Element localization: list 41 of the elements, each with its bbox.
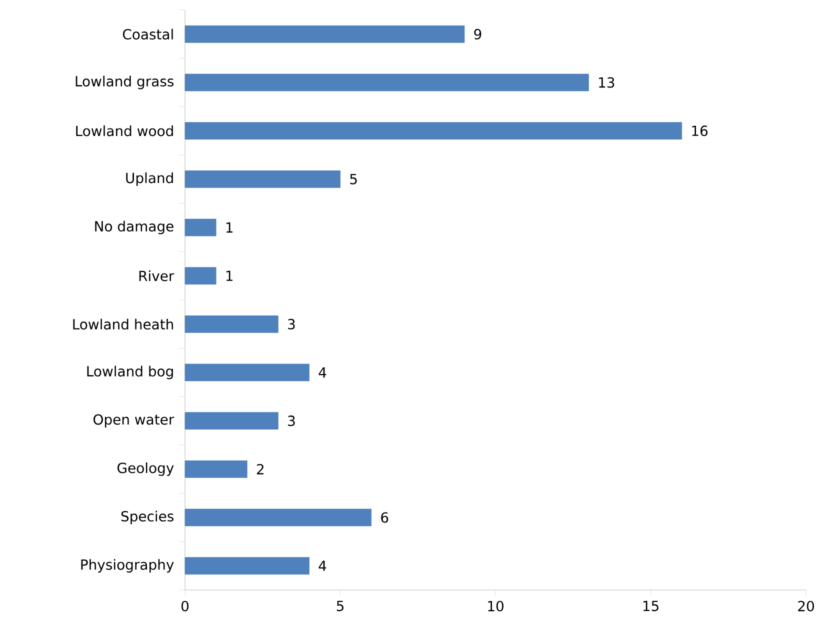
bar [184, 557, 310, 575]
data-label: 16 [692, 126, 708, 136]
x-tick-label: 5 [336, 600, 344, 612]
data-label: 4 [318, 560, 326, 571]
bar [184, 74, 589, 92]
y-tick-label: Lowland wood [76, 125, 173, 136]
x-tick-label: 20 [798, 600, 814, 612]
bar [184, 25, 465, 43]
data-label: 2 [256, 464, 264, 474]
y-tick-label: Coastal [122, 28, 173, 40]
bar [184, 364, 310, 382]
y-tick-label: Lowland grass [76, 76, 174, 90]
bar [184, 170, 340, 188]
y-tick-label: Physiography [81, 559, 174, 573]
bar [184, 460, 248, 478]
x-tick-label: 0 [181, 600, 189, 612]
y-tick-label: Lowland heath [73, 318, 173, 330]
bar [184, 218, 216, 236]
data-label: 1 [226, 222, 232, 233]
y-tick-label: No damage [95, 220, 174, 234]
bar [184, 267, 216, 285]
y-tick-label: Species [121, 510, 174, 524]
bar [184, 508, 372, 526]
y-tick-label: Geology [118, 462, 174, 476]
bar [184, 122, 682, 140]
data-label: 13 [599, 77, 614, 88]
y-tick-label: Lowland bog [87, 366, 173, 380]
data-label: 4 [318, 367, 326, 378]
data-label: 9 [474, 28, 482, 40]
y-tick-label: Upland [126, 172, 173, 186]
x-tick-label: 15 [643, 600, 658, 612]
bar [184, 412, 278, 430]
y-tick-label: Open water [94, 414, 174, 428]
data-label: 3 [288, 318, 295, 330]
y-tick-label: River [139, 270, 174, 282]
data-label: 1 [226, 270, 232, 281]
x-tick-label: 10 [488, 600, 504, 612]
bar [184, 315, 278, 333]
data-label: 3 [288, 416, 295, 426]
data-label: 6 [381, 512, 388, 523]
data-label: 5 [350, 174, 357, 184]
